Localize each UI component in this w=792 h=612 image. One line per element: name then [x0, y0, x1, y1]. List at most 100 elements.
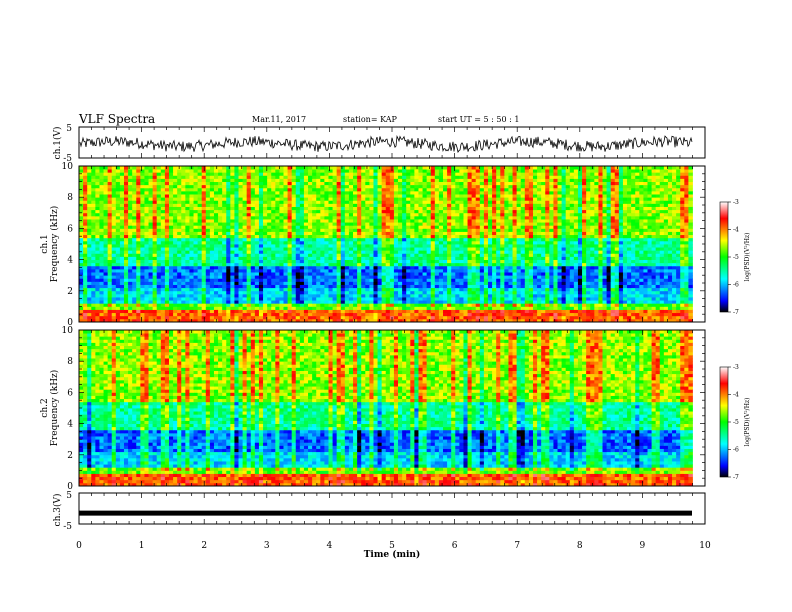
spectrogram-cell: [435, 281, 439, 285]
spectrogram-cell: [545, 303, 549, 307]
spectrogram-cell: [361, 285, 365, 289]
spectrogram-cell: [210, 300, 214, 304]
spectrogram-cell: [459, 291, 463, 295]
spectrogram-cell: [230, 285, 234, 289]
spectrogram-cell: [402, 306, 406, 310]
spectrogram-cell: [484, 297, 488, 301]
spectrogram-cell: [631, 228, 635, 232]
spectrogram-cell: [668, 281, 672, 285]
spectrogram-cell: [472, 256, 476, 260]
spectrogram-cell: [443, 300, 447, 304]
spectrogram-cell: [292, 281, 296, 285]
ch1-ylabel: ch.1(V): [52, 127, 63, 160]
spectrogram-cell: [149, 235, 153, 239]
spectrogram-cell: [504, 281, 508, 285]
spectrogram-cell: [316, 266, 320, 270]
spectrogram-cell: [173, 310, 177, 314]
spectrogram-cell: [570, 269, 574, 273]
spectrogram-cell: [431, 291, 435, 295]
spectrogram-cell: [341, 228, 345, 232]
spectrogram-cell: [243, 269, 247, 273]
spectrogram-cell: [443, 303, 447, 307]
spectrogram-cell: [361, 238, 365, 242]
spectrogram-cell: [680, 310, 684, 314]
spectrogram-cell: [357, 300, 361, 304]
spectrogram-cell: [435, 260, 439, 264]
spectrogram-cell: [631, 260, 635, 264]
spectrogram-cell: [639, 263, 643, 267]
spectrogram-cell: [120, 275, 124, 279]
spectrogram-cell: [414, 244, 418, 248]
spectrogram-cell: [288, 294, 292, 298]
spectrogram-cell: [153, 256, 157, 260]
spectrogram-cell: [157, 244, 161, 248]
spectrogram-cell: [582, 244, 586, 248]
spectrogram-cell: [418, 288, 422, 292]
spectrogram-cell: [574, 310, 578, 314]
spectrogram-cell: [684, 281, 688, 285]
spectrogram-cell: [255, 288, 259, 292]
spectrogram-cell: [533, 281, 537, 285]
spectrogram-cell: [104, 269, 108, 273]
spectrogram-cell: [656, 256, 660, 260]
spectrogram-cell: [688, 306, 692, 310]
spectrogram-cell: [549, 222, 553, 226]
spectrogram-cell: [431, 300, 435, 304]
spectrogram-cell: [431, 228, 435, 232]
spectrogram-cell: [574, 232, 578, 236]
spectrogram-cell: [369, 294, 373, 298]
spectrogram-cell: [308, 310, 312, 314]
spectrogram-cell: [451, 281, 455, 285]
spectrogram-cell: [95, 269, 99, 273]
spectrogram-cell: [541, 303, 545, 307]
spectrogram-cell: [639, 278, 643, 282]
spectrogram-cell: [320, 253, 324, 257]
spectrogram-cell: [623, 253, 627, 257]
spectrogram-cell: [480, 222, 484, 226]
spectrogram-cell: [149, 275, 153, 279]
spectrogram-cell: [177, 260, 181, 264]
spectrogram-cell: [149, 278, 153, 282]
spectrogram-cell: [504, 250, 508, 254]
spectrogram-cell: [153, 278, 157, 282]
spectrogram-cell: [586, 238, 590, 242]
spectrogram-cell: [259, 247, 263, 251]
spectrogram-cell: [513, 306, 517, 310]
spectrogram-cell: [365, 303, 369, 307]
spectrogram-cell: [443, 253, 447, 257]
spectrogram-cell: [214, 288, 218, 292]
spectrogram-cell: [680, 313, 684, 317]
spectrogram-cell: [553, 313, 557, 317]
spectrogram-cell: [312, 228, 316, 232]
spectrogram-cell: [394, 238, 398, 242]
spectrogram-cell: [468, 228, 472, 232]
spectrogram-cell: [243, 238, 247, 242]
spectrogram-cell: [283, 235, 287, 239]
spectrogram-cell: [320, 235, 324, 239]
spectrogram-cell: [357, 250, 361, 254]
spectrogram-cell: [222, 288, 226, 292]
spectrogram-cell: [390, 281, 394, 285]
spectrogram-cell: [275, 219, 279, 223]
spectrogram-cell: [239, 316, 243, 320]
spectrogram-cell: [463, 235, 467, 239]
spectrogram-cell: [643, 247, 647, 251]
spectrogram-cell: [684, 316, 688, 320]
spectrogram-cell: [230, 247, 234, 251]
spectrogram-cell: [578, 300, 582, 304]
spectrogram-cell: [324, 250, 328, 254]
spectrogram-cell: [99, 281, 103, 285]
spectrogram-cell: [459, 285, 463, 289]
spectrogram-cell: [394, 300, 398, 304]
spectrogram-cell: [189, 228, 193, 232]
spectrogram-cell: [271, 247, 275, 251]
spectrogram-cell: [324, 306, 328, 310]
spectrogram-cell: [144, 228, 148, 232]
spectrogram-cell: [296, 247, 300, 251]
spectrogram-cell: [112, 266, 116, 270]
spectrogram-cell: [320, 256, 324, 260]
spectrogram-cell: [468, 272, 472, 276]
spectrogram-cell: [558, 303, 562, 307]
spectrogram-cell: [112, 232, 116, 236]
spectrogram-cell: [304, 238, 308, 242]
